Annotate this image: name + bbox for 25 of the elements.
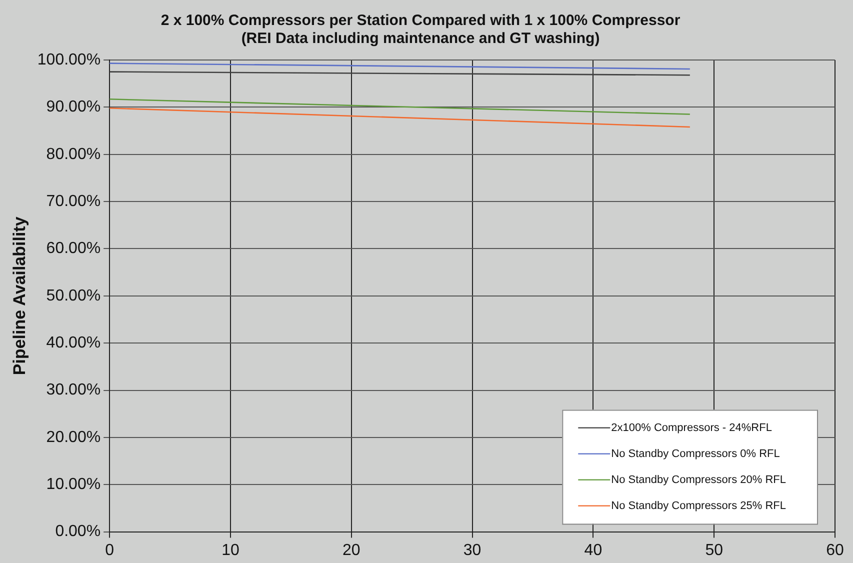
x-tick-label: 20 [342, 542, 360, 559]
y-tick-label: 60.00% [46, 240, 101, 258]
y-tick-label: 70.00% [46, 192, 101, 210]
x-tick-label: 60 [826, 542, 844, 559]
y-tick-label: 20.00% [46, 428, 101, 446]
legend-label: 2x100% Compressors - 24%RFL [611, 422, 772, 434]
y-tick-label: 100.00% [37, 51, 101, 68]
x-tick-label: 30 [463, 542, 482, 559]
y-tick-label: 40.00% [46, 334, 101, 352]
legend-label: No Standby Compressors 20% RFL [611, 474, 786, 486]
x-tick-label: 50 [705, 542, 724, 559]
legend-label: No Standby Compressors 0% RFL [611, 448, 780, 460]
legend-label: No Standby Compressors 25% RFL [611, 500, 786, 512]
y-tick-label: 10.00% [46, 476, 101, 494]
y-tick-label: 50.00% [46, 287, 101, 304]
y-tick-label: 80.00% [46, 146, 101, 163]
x-tick-label: 10 [222, 542, 240, 559]
y-tick-label: 0.00% [55, 523, 101, 540]
y-axis-title: Pipeline Availability [10, 216, 29, 376]
text: 2 x 100% Compressors per Station Compared with 1 x 100% Compressor [160, 12, 680, 30]
y-tick-label: 90.00% [46, 98, 101, 116]
y-tick-label: 30.00% [46, 382, 101, 399]
text: (REI Data including maintenance and GT washing) [241, 30, 600, 48]
x-tick-label: 40 [584, 542, 602, 559]
x-tick-label: 0 [105, 542, 114, 559]
